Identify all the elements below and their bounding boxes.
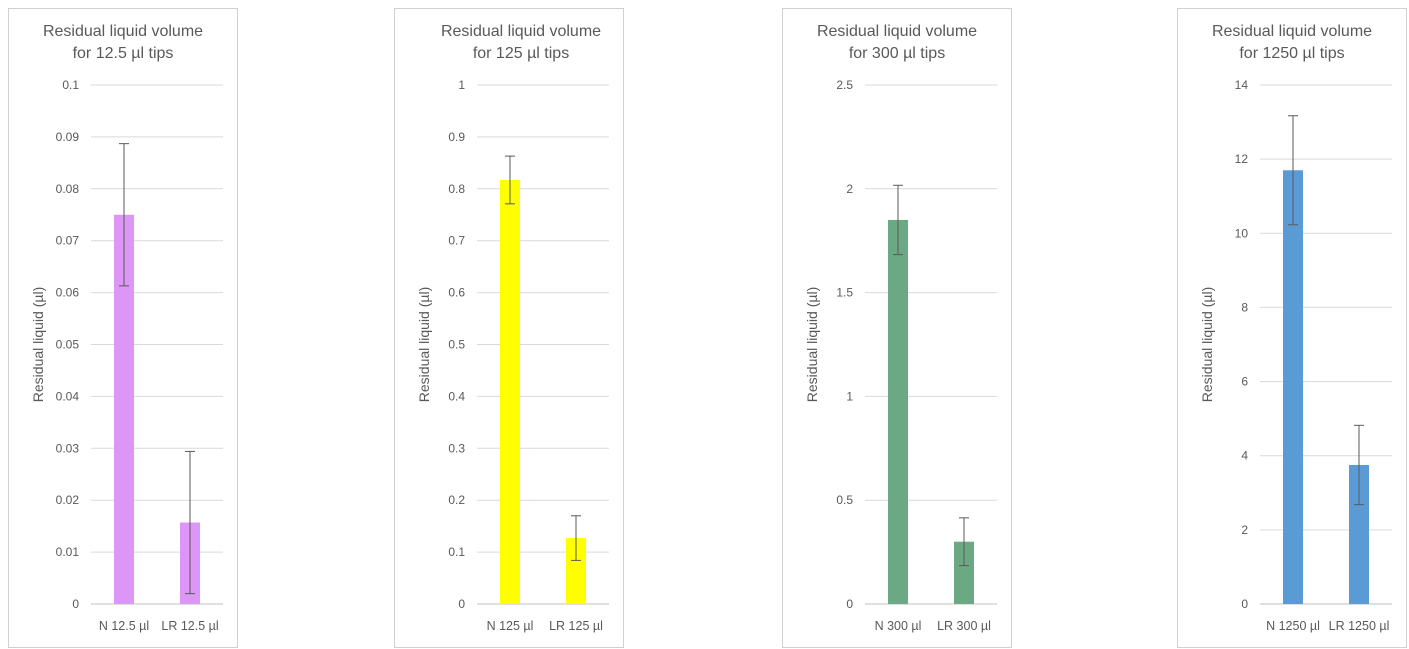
y-axis-title: Residual liquid (µl) (1199, 287, 1215, 402)
y-tick-label: 0.1 (62, 78, 79, 92)
y-tick-label: 0.3 (448, 441, 465, 455)
chart-title-line-1: Residual liquid volume (1211, 23, 1373, 40)
category-label: LR 12.5 µl (161, 619, 218, 633)
y-tick-label: 0.8 (448, 182, 465, 196)
chart-title: Residual liquid volume for 12.5 µl tips (9, 21, 237, 65)
y-tick-label: 0.03 (56, 441, 80, 455)
chart-title: Residual liquid volume for 125 µl tips (407, 21, 635, 65)
y-axis-title: Residual liquid (µl) (804, 287, 820, 402)
y-tick-label: 0.02 (56, 493, 80, 507)
y-tick-label: 0.5 (836, 493, 853, 507)
chart-plot-3: 0 0.5 1 1.5 2 2.5 Residual liquid (µl) N 300 µl… (804, 78, 997, 633)
chart-title: Residual liquid volume for 1250 µl tips (1178, 21, 1406, 65)
bar-2 (1349, 464, 1369, 604)
y-tick-label: 0.08 (56, 182, 80, 196)
y-tick-label: 0.07 (56, 234, 80, 248)
y-tick-label: 0.9 (448, 130, 465, 144)
chart-title-line-2: for 1250 µl tips (1239, 45, 1345, 62)
chart-title-line-1: Residual liquid volume (816, 23, 978, 40)
bar-2 (566, 538, 586, 604)
bar-2 (954, 541, 974, 604)
y-tick-label: 4 (1241, 449, 1248, 463)
y-tick-label: 2.5 (836, 78, 853, 92)
y-tick-label: 2 (846, 182, 853, 196)
chart-panel-1: Residual liquid volume for 12.5 µl tips … (8, 8, 238, 648)
y-tick-label: 12 (1235, 152, 1249, 166)
y-tick-label: 0.7 (448, 234, 465, 248)
chart-title-line-2: for 12.5 µl tips (72, 45, 174, 62)
y-tick-label: 6 (1241, 375, 1248, 389)
y-tick-label: 1.5 (836, 286, 853, 300)
chart-plot-4: 0 2 4 6 8 10 12 14 Residual liquid (µl) N 1250 µl… (1199, 78, 1392, 633)
y-tick-label: 0.04 (56, 389, 80, 403)
category-label: LR 1250 µl (1329, 619, 1390, 633)
category-label: N 125 µl (487, 619, 534, 633)
y-tick-label: 0.06 (56, 286, 80, 300)
bar-1 (500, 179, 520, 605)
chart-title-line-2: for 125 µl tips (472, 45, 570, 62)
y-tick-label: 0.2 (448, 493, 465, 507)
category-label: N 12.5 µl (99, 619, 149, 633)
chart-title-line-2: for 300 µl tips (848, 45, 946, 62)
chart-title-line-1: Residual liquid volume (42, 23, 204, 40)
chart-panel-3: Residual liquid volume for 300 µl tips 0… (782, 8, 1012, 648)
y-tick-label: 0 (458, 597, 465, 611)
y-tick-label: 8 (1241, 300, 1248, 314)
y-tick-label: 0 (1241, 597, 1248, 611)
y-tick-label: 0.4 (448, 389, 465, 403)
chart-plot-1: 0 0.01 0.02 0.03 0.04 0.05 0.06 0.07 0.08 0.09 0.1… (30, 78, 223, 633)
bar-1 (114, 214, 134, 604)
y-tick-label: 0.05 (56, 338, 80, 352)
y-tick-label: 0.5 (448, 338, 465, 352)
chart-panel-4: Residual liquid volume for 1250 µl tips … (1177, 8, 1407, 648)
chart-title-line-1: Residual liquid volume (440, 23, 602, 40)
y-tick-label: 0.01 (56, 545, 80, 559)
bar-1 (1283, 170, 1303, 604)
y-tick-label: 10 (1235, 226, 1249, 240)
y-tick-label: 0 (846, 597, 853, 611)
y-tick-label: 0.1 (448, 545, 465, 559)
category-label: N 300 µl (875, 619, 922, 633)
chart-title: Residual liquid volume for 300 µl tips (783, 21, 1011, 65)
y-tick-label: 0.6 (448, 286, 465, 300)
category-label: N 1250 µl (1266, 619, 1320, 633)
chart-panel-2: Residual liquid volume for 125 µl tips 0… (394, 8, 624, 648)
y-tick-label: 1 (846, 389, 853, 403)
y-axis-title: Residual liquid (µl) (30, 287, 46, 402)
y-tick-label: 1 (458, 78, 465, 92)
y-axis-title: Residual liquid (µl) (416, 287, 432, 402)
y-tick-label: 0 (72, 597, 79, 611)
category-label: LR 125 µl (549, 619, 603, 633)
y-tick-label: 0.09 (56, 130, 80, 144)
bar-1 (888, 219, 908, 604)
y-tick-label: 14 (1235, 78, 1249, 92)
y-tick-label: 2 (1241, 523, 1248, 537)
category-label: LR 300 µl (937, 619, 991, 633)
chart-plot-2: 0 0.1 0.2 0.3 0.4 0.5 0.6 0.7 0.8 0.9 1 Residual li… (416, 78, 609, 633)
